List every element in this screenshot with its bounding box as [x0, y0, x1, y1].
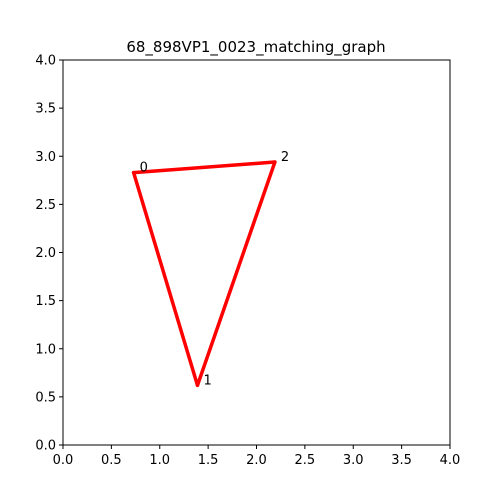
y-tick-label: 0.5: [35, 390, 56, 405]
graph-edge-1-2: [195, 160, 277, 388]
x-tick-label: 1.0: [149, 453, 170, 468]
y-tick-label: 0.0: [35, 439, 56, 454]
x-tick-label: 4.0: [440, 453, 461, 468]
x-tick-label: 0.5: [101, 453, 122, 468]
y-tick-label: 3.5: [35, 102, 56, 117]
x-tick-label: 2.0: [246, 453, 267, 468]
x-axis-ticks: 0.0 0.5 1.0 1.5 2.0 2.5 3.0 3.5 4.0: [53, 445, 461, 468]
node-label-2: 2: [281, 150, 289, 165]
x-tick-label: 3.5: [391, 453, 412, 468]
y-axis-ticks: 0.0 0.5 1.0 1.5 2.0 2.5 3.0 3.5 4.0: [35, 54, 63, 454]
y-tick-label: 4.0: [35, 54, 56, 69]
graph-edge-0-2: [131, 160, 277, 175]
graph-edges: [131, 160, 277, 388]
y-tick-label: 2.0: [35, 246, 56, 261]
x-tick-label: 0.0: [53, 453, 74, 468]
graph-node-labels: 0 1 2: [140, 150, 290, 388]
x-tick-label: 2.5: [295, 453, 316, 468]
y-tick-label: 2.5: [35, 198, 56, 213]
x-tick-label: 3.0: [343, 453, 364, 468]
x-tick-label: 1.5: [198, 453, 219, 468]
plot-area-frame: [62, 59, 451, 446]
y-tick-label: 1.0: [35, 342, 56, 357]
chart-title: 68_898VP1_0023_matching_graph: [126, 38, 385, 57]
node-label-0: 0: [140, 161, 148, 176]
node-label-1: 1: [203, 373, 211, 388]
y-tick-label: 1.5: [35, 294, 56, 309]
graph-edge-0-1: [131, 170, 200, 388]
y-tick-label: 3.0: [35, 150, 56, 165]
